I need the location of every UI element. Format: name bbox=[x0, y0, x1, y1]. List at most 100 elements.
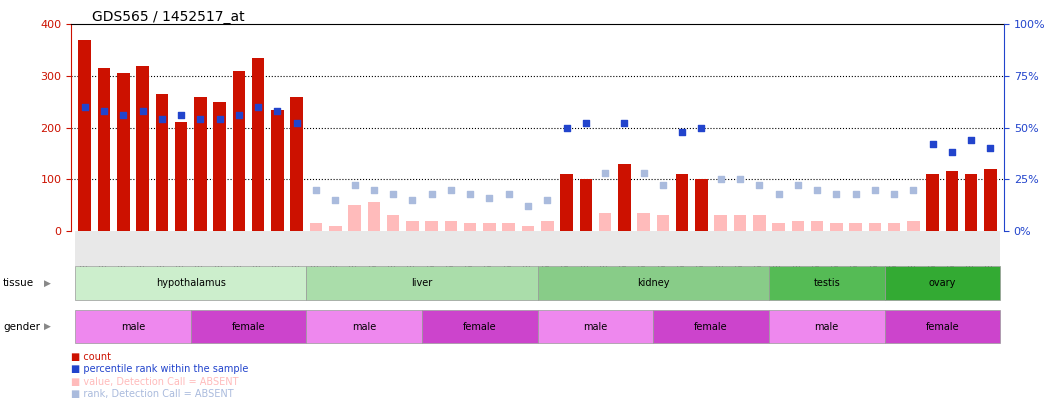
Point bbox=[95, 108, 112, 114]
Bar bbox=[194, 97, 206, 231]
Point bbox=[577, 120, 594, 127]
Point bbox=[924, 141, 941, 147]
Bar bbox=[406, 220, 418, 231]
Bar bbox=[310, 223, 323, 231]
Point bbox=[385, 190, 401, 197]
Text: female: female bbox=[694, 322, 728, 332]
Bar bbox=[618, 164, 631, 231]
Text: male: male bbox=[121, 322, 145, 332]
Point bbox=[847, 190, 864, 197]
Bar bbox=[175, 122, 188, 231]
Bar bbox=[444, 220, 457, 231]
Text: male: male bbox=[814, 322, 838, 332]
Bar bbox=[464, 223, 477, 231]
Bar bbox=[888, 223, 900, 231]
Bar bbox=[945, 171, 958, 231]
Bar bbox=[984, 169, 997, 231]
Point bbox=[134, 108, 151, 114]
Text: hypothalamus: hypothalamus bbox=[156, 278, 225, 288]
Text: ovary: ovary bbox=[929, 278, 956, 288]
Bar bbox=[348, 205, 361, 231]
Point bbox=[520, 203, 537, 209]
Text: GDS565 / 1452517_at: GDS565 / 1452517_at bbox=[92, 10, 245, 24]
Bar bbox=[541, 220, 553, 231]
Bar bbox=[425, 220, 438, 231]
Text: ▶: ▶ bbox=[44, 322, 51, 331]
Bar bbox=[965, 174, 978, 231]
Text: tissue: tissue bbox=[3, 278, 35, 288]
Bar bbox=[155, 94, 168, 231]
Point bbox=[115, 112, 132, 118]
Bar bbox=[657, 215, 670, 231]
Bar bbox=[598, 213, 611, 231]
Point bbox=[231, 112, 247, 118]
Bar bbox=[483, 223, 496, 231]
Bar bbox=[791, 220, 804, 231]
Bar bbox=[637, 213, 650, 231]
Point bbox=[403, 197, 420, 203]
Text: female: female bbox=[232, 322, 265, 332]
Point bbox=[249, 104, 266, 110]
Bar bbox=[849, 223, 861, 231]
Bar bbox=[830, 223, 843, 231]
Bar bbox=[869, 223, 881, 231]
Point bbox=[867, 186, 883, 193]
Text: male: male bbox=[584, 322, 608, 332]
Point bbox=[288, 120, 305, 127]
Point bbox=[655, 182, 672, 189]
Bar bbox=[908, 220, 920, 231]
Bar bbox=[79, 40, 91, 231]
Point bbox=[269, 108, 286, 114]
Text: ▶: ▶ bbox=[44, 279, 51, 288]
Point bbox=[886, 190, 902, 197]
Text: ■ percentile rank within the sample: ■ percentile rank within the sample bbox=[71, 364, 248, 374]
Point bbox=[153, 116, 170, 123]
Point bbox=[559, 124, 575, 131]
Bar bbox=[734, 215, 746, 231]
Point bbox=[539, 197, 555, 203]
Point bbox=[212, 116, 228, 123]
Bar bbox=[502, 223, 515, 231]
Text: testis: testis bbox=[813, 278, 840, 288]
Point bbox=[732, 176, 748, 182]
Bar bbox=[695, 179, 707, 231]
Point bbox=[500, 190, 517, 197]
Point bbox=[809, 186, 826, 193]
Bar bbox=[329, 226, 342, 231]
Point bbox=[442, 186, 459, 193]
Point bbox=[327, 197, 344, 203]
Point bbox=[693, 124, 709, 131]
Bar bbox=[522, 226, 534, 231]
Point bbox=[173, 112, 190, 118]
Point bbox=[616, 120, 633, 127]
Bar bbox=[252, 58, 264, 231]
Bar bbox=[580, 179, 592, 231]
Point bbox=[828, 190, 845, 197]
Text: male: male bbox=[352, 322, 376, 332]
Bar bbox=[811, 220, 824, 231]
Text: liver: liver bbox=[412, 278, 433, 288]
Bar bbox=[233, 71, 245, 231]
Text: ■ value, Detection Call = ABSENT: ■ value, Detection Call = ABSENT bbox=[71, 377, 239, 386]
Text: gender: gender bbox=[3, 322, 40, 332]
Text: ■ rank, Detection Call = ABSENT: ■ rank, Detection Call = ABSENT bbox=[71, 389, 234, 399]
Text: kidney: kidney bbox=[637, 278, 670, 288]
Bar bbox=[368, 202, 380, 231]
Point bbox=[192, 116, 209, 123]
Point bbox=[750, 182, 767, 189]
Point bbox=[346, 182, 363, 189]
Bar bbox=[97, 68, 110, 231]
Text: ■ count: ■ count bbox=[71, 352, 111, 362]
Point bbox=[770, 190, 787, 197]
Point bbox=[943, 149, 960, 156]
Point bbox=[789, 182, 806, 189]
Bar bbox=[117, 73, 130, 231]
Point bbox=[963, 137, 980, 143]
Point bbox=[308, 186, 325, 193]
Bar bbox=[214, 102, 226, 231]
Bar bbox=[715, 215, 727, 231]
Bar bbox=[136, 66, 149, 231]
Text: female: female bbox=[925, 322, 959, 332]
Bar bbox=[772, 223, 785, 231]
Point bbox=[635, 170, 652, 176]
